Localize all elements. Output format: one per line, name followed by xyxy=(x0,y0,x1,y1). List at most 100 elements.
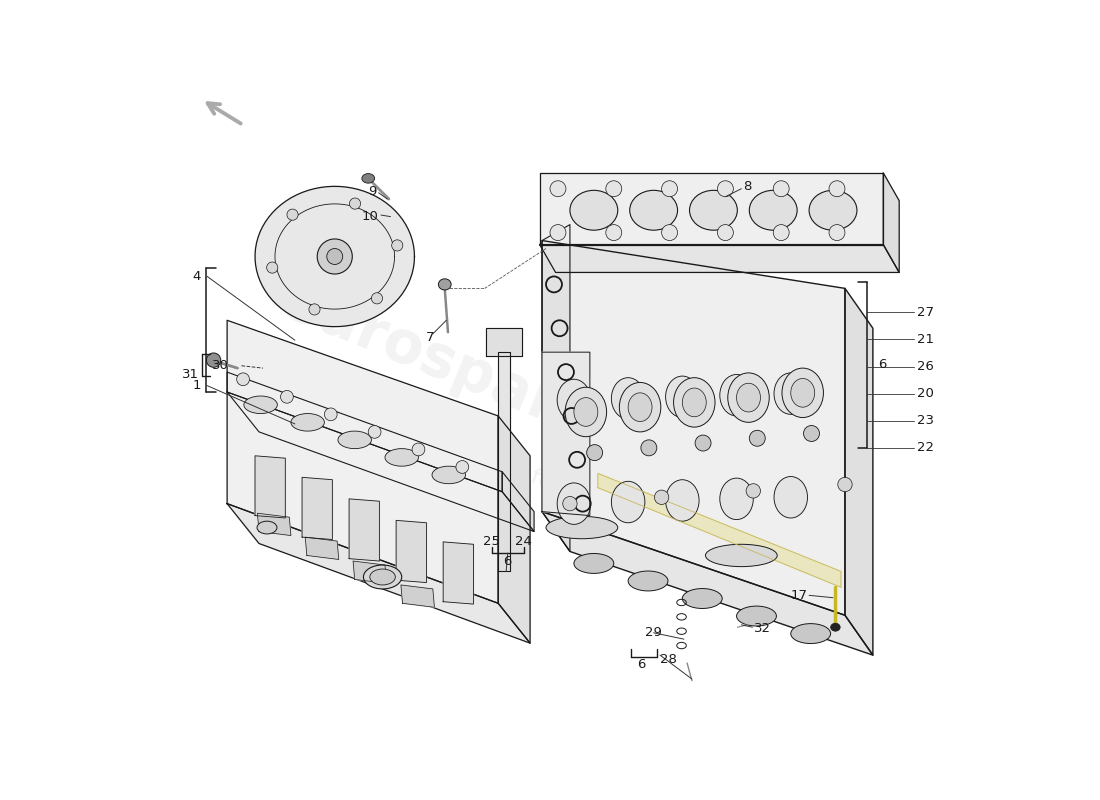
Circle shape xyxy=(236,373,250,386)
Circle shape xyxy=(372,293,383,304)
Ellipse shape xyxy=(570,190,618,230)
Ellipse shape xyxy=(612,378,645,419)
Circle shape xyxy=(368,426,381,438)
Circle shape xyxy=(309,304,320,315)
Text: 6: 6 xyxy=(879,358,887,371)
Ellipse shape xyxy=(207,353,221,367)
Text: 6: 6 xyxy=(504,554,512,567)
Text: 10: 10 xyxy=(362,210,378,223)
Text: eurospares: eurospares xyxy=(273,273,636,464)
Ellipse shape xyxy=(666,376,700,418)
Polygon shape xyxy=(486,328,522,356)
Polygon shape xyxy=(227,320,498,603)
Ellipse shape xyxy=(290,414,324,431)
Polygon shape xyxy=(227,372,503,492)
Polygon shape xyxy=(255,456,285,518)
Circle shape xyxy=(749,430,766,446)
Polygon shape xyxy=(540,245,899,273)
Polygon shape xyxy=(542,241,845,615)
Text: 1: 1 xyxy=(192,379,201,392)
Ellipse shape xyxy=(719,478,754,519)
Circle shape xyxy=(586,445,603,461)
Circle shape xyxy=(654,490,669,505)
Text: 25: 25 xyxy=(483,534,500,548)
Ellipse shape xyxy=(363,565,402,589)
Circle shape xyxy=(773,225,789,241)
Text: 6: 6 xyxy=(637,658,645,671)
Text: a passion for...: a passion for... xyxy=(424,424,581,503)
Circle shape xyxy=(606,181,621,197)
Circle shape xyxy=(327,249,343,265)
Circle shape xyxy=(412,443,425,456)
Circle shape xyxy=(280,390,294,403)
Circle shape xyxy=(266,262,278,273)
Circle shape xyxy=(317,239,352,274)
Text: 9: 9 xyxy=(367,185,376,198)
Ellipse shape xyxy=(574,554,614,574)
Ellipse shape xyxy=(737,606,777,626)
Ellipse shape xyxy=(362,174,375,183)
Text: 26: 26 xyxy=(916,360,934,373)
Ellipse shape xyxy=(690,190,737,230)
Text: 32: 32 xyxy=(755,622,771,635)
Polygon shape xyxy=(396,520,427,582)
Text: 4: 4 xyxy=(192,270,201,283)
Circle shape xyxy=(550,181,565,197)
Text: 17: 17 xyxy=(791,589,807,602)
Polygon shape xyxy=(349,499,379,561)
Polygon shape xyxy=(302,478,332,539)
Polygon shape xyxy=(540,173,883,245)
Polygon shape xyxy=(227,392,535,531)
Text: 985: 985 xyxy=(674,362,777,438)
Text: 8: 8 xyxy=(742,180,751,193)
Circle shape xyxy=(717,181,734,197)
Ellipse shape xyxy=(830,623,840,631)
Ellipse shape xyxy=(774,477,807,518)
Polygon shape xyxy=(498,352,510,571)
Polygon shape xyxy=(353,561,386,583)
Text: 24: 24 xyxy=(515,534,532,548)
Ellipse shape xyxy=(244,396,277,414)
Polygon shape xyxy=(883,173,899,273)
Ellipse shape xyxy=(810,190,857,230)
Ellipse shape xyxy=(782,368,824,418)
Ellipse shape xyxy=(338,431,372,449)
Ellipse shape xyxy=(619,382,661,432)
Ellipse shape xyxy=(565,387,606,437)
Ellipse shape xyxy=(257,521,277,534)
Circle shape xyxy=(563,497,578,511)
Ellipse shape xyxy=(558,483,591,524)
Ellipse shape xyxy=(749,190,798,230)
Text: 31: 31 xyxy=(183,368,199,381)
Polygon shape xyxy=(542,512,873,655)
Ellipse shape xyxy=(682,388,706,417)
Circle shape xyxy=(773,181,789,197)
Text: 22: 22 xyxy=(916,442,934,454)
Circle shape xyxy=(324,408,337,421)
Circle shape xyxy=(829,181,845,197)
Polygon shape xyxy=(443,542,473,604)
Circle shape xyxy=(287,209,298,220)
Polygon shape xyxy=(400,585,434,607)
Ellipse shape xyxy=(385,449,418,466)
Polygon shape xyxy=(503,472,535,531)
Text: 28: 28 xyxy=(660,653,676,666)
Ellipse shape xyxy=(791,624,830,643)
Ellipse shape xyxy=(629,190,678,230)
Circle shape xyxy=(641,440,657,456)
Ellipse shape xyxy=(737,383,760,412)
Circle shape xyxy=(695,435,711,451)
Ellipse shape xyxy=(628,393,652,422)
Circle shape xyxy=(392,240,403,251)
Circle shape xyxy=(829,225,845,241)
Circle shape xyxy=(606,225,621,241)
Ellipse shape xyxy=(558,379,591,421)
Ellipse shape xyxy=(774,373,807,414)
Polygon shape xyxy=(845,288,873,655)
Circle shape xyxy=(455,461,469,474)
Circle shape xyxy=(803,426,820,442)
Circle shape xyxy=(350,198,361,209)
Ellipse shape xyxy=(682,589,723,609)
Polygon shape xyxy=(542,225,570,551)
Ellipse shape xyxy=(728,373,769,422)
